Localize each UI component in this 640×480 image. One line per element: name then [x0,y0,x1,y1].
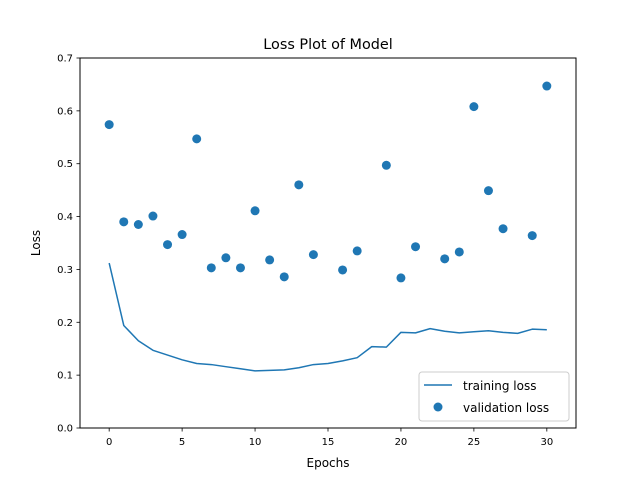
y-tick-label: 0.5 [57,159,73,170]
legend-box [418,371,570,422]
validation-loss-point [469,102,479,112]
validation-loss-point [411,242,421,252]
validation-loss-point [177,230,187,240]
validation-loss-point [104,120,114,130]
validation-loss-point [133,220,143,229]
x-tick-label: 25 [468,437,481,448]
validation-loss-point [454,247,464,257]
x-axis-label: Epochs [307,456,350,470]
validation-loss-point [352,246,362,256]
legend: training loss validation loss [418,371,570,422]
training-loss-line [108,262,547,372]
y-axis-label: Loss [29,230,43,256]
x-tick-label: 20 [395,437,408,448]
validation-loss-point [206,263,216,273]
validation-loss-point [440,254,450,264]
y-axis-ticks: 0.0 0.1 0.2 0.3 0.4 0.5 0.6 0.7 [57,54,80,435]
validation-loss-point [279,272,289,282]
x-tick-label: 0 [106,437,112,448]
validation-loss-point [265,255,275,265]
y-tick-label: 0.1 [57,371,73,382]
y-tick-label: 0.7 [57,54,73,65]
chart-title: Loss Plot of Model [263,37,393,53]
plot-area [104,81,552,372]
validation-loss-point [294,180,304,190]
validation-loss-point [250,206,260,216]
validation-loss-point [163,240,173,250]
validation-loss-point [483,186,493,196]
validation-loss-point [235,263,245,273]
x-axis-ticks: 0 5 10 15 20 25 30 [106,428,553,448]
validation-loss-point [148,211,158,221]
y-tick-label: 0.2 [57,318,73,329]
x-tick-label: 5 [179,437,185,448]
y-tick-label: 0.6 [57,106,73,117]
validation-loss-point [221,253,231,263]
validation-loss-point [542,81,552,91]
y-tick-label: 0.4 [57,212,73,223]
validation-loss-point [498,224,508,234]
x-tick-label: 10 [249,437,262,448]
validation-loss-point [119,217,129,227]
legend-validation-label: validation loss [463,401,549,415]
validation-loss-point [396,273,406,283]
legend-scatter-marker [433,402,443,412]
x-tick-label: 15 [322,437,335,448]
y-tick-label: 0.3 [57,265,73,276]
validation-loss-point [308,250,318,260]
x-tick-label: 30 [540,437,553,448]
validation-loss-point [338,265,348,275]
validation-loss-point [192,134,202,144]
legend-training-label: training loss [463,379,536,393]
validation-loss-point [527,231,537,241]
validation-loss-point [381,160,391,170]
y-tick-label: 0.0 [57,424,73,435]
